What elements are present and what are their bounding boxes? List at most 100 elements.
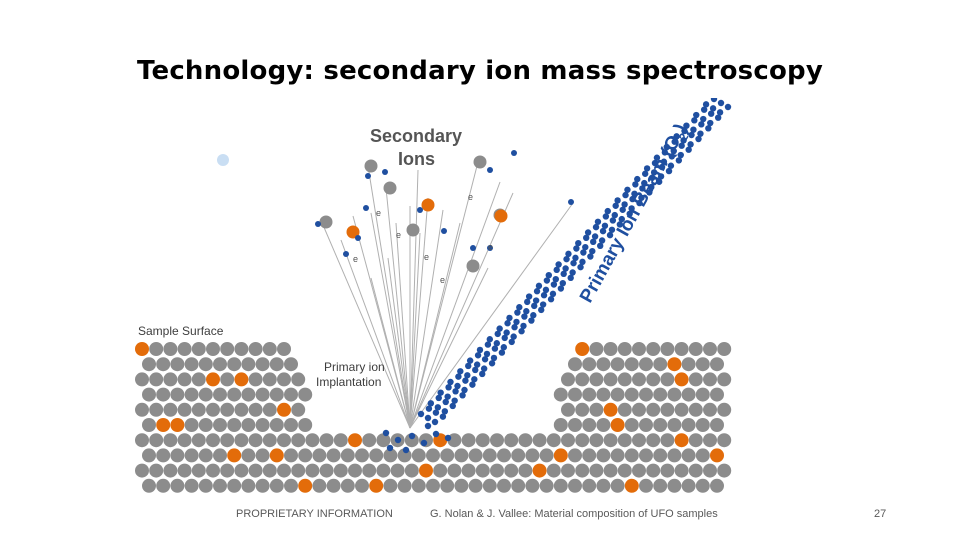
primary-ion — [437, 389, 444, 396]
substrate-atom — [234, 402, 249, 417]
primary-ion — [577, 263, 584, 271]
primary-ion — [579, 258, 586, 266]
substrate-atom — [340, 448, 355, 463]
primary-ion — [667, 162, 675, 169]
substrate-atom — [177, 463, 192, 478]
primary-ion — [651, 159, 659, 167]
primary-ion — [583, 234, 590, 242]
primary-ion — [549, 290, 557, 298]
primary-ion — [680, 137, 687, 144]
primary-ion — [691, 117, 698, 124]
primary-ion — [538, 306, 545, 314]
substrate-atom — [440, 448, 455, 463]
substrate-atom — [198, 418, 213, 432]
primary-ion — [648, 174, 656, 181]
substrate-atom — [191, 402, 206, 417]
primary-ion — [663, 143, 670, 151]
trajectory-line — [322, 224, 411, 429]
dopant-atom — [674, 433, 689, 448]
substrate-atom — [624, 357, 639, 372]
substrate-atom — [355, 448, 369, 463]
primary-ion-beam — [382, 98, 732, 454]
primary-ion — [685, 146, 692, 153]
substrate-atom — [426, 448, 440, 463]
primary-ion — [690, 126, 697, 133]
substrate-atom — [177, 372, 192, 387]
primary-ion — [532, 297, 540, 304]
substrate-atom — [667, 418, 682, 432]
substrate-atom — [206, 433, 220, 448]
substrate-atom — [589, 463, 604, 478]
substrate-atom — [135, 433, 149, 448]
substrate-atom — [312, 478, 327, 493]
primary-ion — [592, 223, 600, 231]
primary-ion — [528, 317, 535, 324]
substrate-atom — [213, 448, 227, 463]
substrate-atom — [617, 372, 632, 387]
primary-ion — [449, 402, 456, 410]
substrate-atom — [717, 402, 732, 417]
substrate-atom — [490, 463, 504, 478]
substrate-atom — [369, 448, 384, 463]
substrate-atom — [710, 418, 724, 432]
substrate-atom — [681, 357, 696, 372]
substrate-atom — [227, 418, 242, 432]
dopant-atom — [206, 372, 220, 387]
primary-ion — [530, 312, 537, 319]
substrate-atom — [411, 448, 426, 463]
substrate-atom — [546, 433, 561, 448]
primary-ion — [604, 207, 611, 215]
primary-ion — [459, 392, 466, 399]
trajectory-line — [409, 197, 429, 429]
substrate-atom — [277, 342, 291, 356]
substrate-atom — [206, 463, 220, 478]
substrate-atom — [142, 387, 156, 402]
substrate-atom — [248, 372, 263, 387]
primary-ion — [629, 195, 636, 203]
sputtered-ion — [365, 173, 371, 179]
dopant-atom — [234, 372, 249, 387]
substrate-atom — [362, 433, 377, 448]
substrate-atom — [596, 418, 611, 432]
substrate-atom — [632, 433, 646, 448]
substrate-atom — [262, 402, 277, 417]
substrate-atom — [198, 478, 213, 493]
substrate-atom — [248, 342, 263, 356]
substrate-atom — [575, 372, 590, 387]
primary-ion — [471, 376, 478, 383]
slide-title: Technology: secondary ion mass spectrosc… — [137, 56, 823, 86]
trajectory-line — [409, 267, 489, 429]
primary-ion — [589, 247, 596, 255]
dopant-atom — [135, 342, 149, 356]
primary-ion — [590, 238, 597, 246]
substrate-atom — [220, 433, 235, 448]
substrate-atom — [177, 402, 192, 417]
substrate-atom — [241, 387, 256, 402]
substrate-atom — [426, 478, 440, 493]
substrate-atom — [589, 372, 604, 387]
primary-ion — [661, 149, 669, 156]
dopant-atom — [532, 463, 547, 478]
substrate-atom — [624, 387, 639, 402]
primary-ion — [466, 357, 474, 364]
substrate-atom — [518, 433, 533, 448]
substrate-atom — [213, 387, 227, 402]
secondary-ion-gray — [383, 181, 397, 195]
substrate-atom — [610, 478, 625, 493]
primary-ion — [665, 167, 673, 175]
substrate-atom — [291, 463, 306, 478]
substrate-atom — [561, 402, 575, 417]
substrate-atom — [639, 387, 653, 402]
blur-dot — [217, 154, 229, 166]
substrate-atom — [234, 433, 249, 448]
substrate-atom — [191, 463, 206, 478]
substrate-atom — [681, 478, 696, 493]
substrate-atom — [184, 387, 199, 402]
substrate-atom — [142, 448, 156, 463]
substrate-atom — [333, 463, 348, 478]
substrate-atom — [277, 433, 291, 448]
substrate-atom — [149, 433, 164, 448]
implanted-ion — [432, 430, 440, 438]
secondary-ions-label-line2: Ions — [398, 149, 435, 169]
primary-ion — [687, 141, 694, 148]
